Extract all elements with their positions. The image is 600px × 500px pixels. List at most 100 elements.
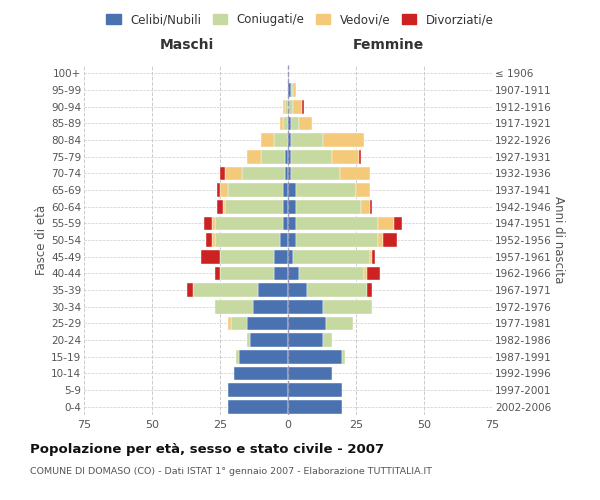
- Bar: [217, 200, 223, 213]
- Bar: [236, 350, 239, 364]
- Bar: [359, 150, 361, 164]
- Text: Popolazione per età, sesso e stato civile - 2007: Popolazione per età, sesso e stato civil…: [30, 442, 384, 456]
- Bar: [343, 350, 345, 364]
- Bar: [228, 316, 231, 330]
- Bar: [285, 150, 288, 164]
- Y-axis label: Anni di nascita: Anni di nascita: [553, 196, 565, 284]
- Bar: [296, 233, 378, 247]
- Bar: [283, 100, 285, 114]
- Bar: [223, 200, 226, 213]
- Bar: [288, 200, 296, 213]
- Bar: [293, 250, 370, 264]
- Bar: [228, 183, 283, 197]
- Bar: [233, 366, 288, 380]
- Bar: [274, 133, 288, 147]
- Bar: [378, 233, 383, 247]
- Bar: [212, 233, 215, 247]
- Bar: [288, 150, 291, 164]
- Bar: [293, 83, 296, 97]
- Bar: [323, 333, 332, 347]
- Bar: [291, 116, 299, 130]
- Bar: [187, 283, 193, 297]
- Bar: [296, 200, 361, 213]
- Text: Femmine: Femmine: [353, 38, 424, 52]
- Bar: [288, 100, 293, 114]
- Bar: [253, 300, 288, 314]
- Bar: [220, 166, 226, 180]
- Bar: [228, 383, 288, 397]
- Bar: [291, 150, 332, 164]
- Bar: [323, 133, 364, 147]
- Bar: [285, 100, 288, 114]
- Bar: [274, 250, 288, 264]
- Bar: [383, 233, 397, 247]
- Bar: [239, 350, 288, 364]
- Bar: [288, 233, 296, 247]
- Bar: [193, 283, 258, 297]
- Bar: [215, 266, 220, 280]
- Bar: [394, 216, 402, 230]
- Bar: [206, 233, 212, 247]
- Bar: [291, 83, 293, 97]
- Bar: [296, 216, 378, 230]
- Bar: [326, 316, 353, 330]
- Bar: [288, 216, 296, 230]
- Bar: [288, 366, 332, 380]
- Bar: [220, 250, 274, 264]
- Bar: [299, 116, 313, 130]
- Bar: [283, 200, 288, 213]
- Bar: [340, 166, 370, 180]
- Bar: [215, 300, 253, 314]
- Bar: [288, 183, 296, 197]
- Bar: [258, 283, 288, 297]
- Bar: [296, 183, 356, 197]
- Text: COMUNE DI DOMASO (CO) - Dati ISTAT 1° gennaio 2007 - Elaborazione TUTTITALIA.IT: COMUNE DI DOMASO (CO) - Dati ISTAT 1° ge…: [30, 468, 432, 476]
- Bar: [201, 250, 220, 264]
- Bar: [288, 350, 343, 364]
- Bar: [288, 250, 293, 264]
- Bar: [288, 166, 291, 180]
- Text: Maschi: Maschi: [160, 38, 214, 52]
- Bar: [226, 200, 283, 213]
- Bar: [220, 183, 228, 197]
- Bar: [215, 216, 283, 230]
- Bar: [220, 266, 274, 280]
- Bar: [378, 216, 394, 230]
- Bar: [302, 100, 304, 114]
- Bar: [280, 116, 283, 130]
- Bar: [370, 200, 373, 213]
- Bar: [283, 116, 288, 130]
- Bar: [274, 266, 288, 280]
- Bar: [226, 166, 242, 180]
- Bar: [370, 250, 373, 264]
- Bar: [280, 233, 288, 247]
- Bar: [288, 316, 326, 330]
- Bar: [367, 266, 380, 280]
- Bar: [217, 183, 220, 197]
- Bar: [367, 283, 373, 297]
- Bar: [228, 400, 288, 413]
- Bar: [242, 166, 285, 180]
- Bar: [288, 266, 299, 280]
- Bar: [283, 216, 288, 230]
- Y-axis label: Fasce di età: Fasce di età: [35, 205, 48, 275]
- Bar: [247, 316, 288, 330]
- Bar: [215, 233, 280, 247]
- Bar: [285, 166, 288, 180]
- Bar: [288, 133, 291, 147]
- Bar: [323, 300, 373, 314]
- Bar: [288, 300, 323, 314]
- Bar: [288, 283, 307, 297]
- Bar: [356, 183, 370, 197]
- Bar: [288, 333, 323, 347]
- Bar: [373, 250, 375, 264]
- Bar: [261, 150, 285, 164]
- Bar: [283, 183, 288, 197]
- Bar: [288, 116, 291, 130]
- Bar: [361, 200, 370, 213]
- Bar: [288, 83, 291, 97]
- Bar: [261, 133, 274, 147]
- Bar: [307, 283, 367, 297]
- Bar: [293, 100, 302, 114]
- Bar: [299, 266, 364, 280]
